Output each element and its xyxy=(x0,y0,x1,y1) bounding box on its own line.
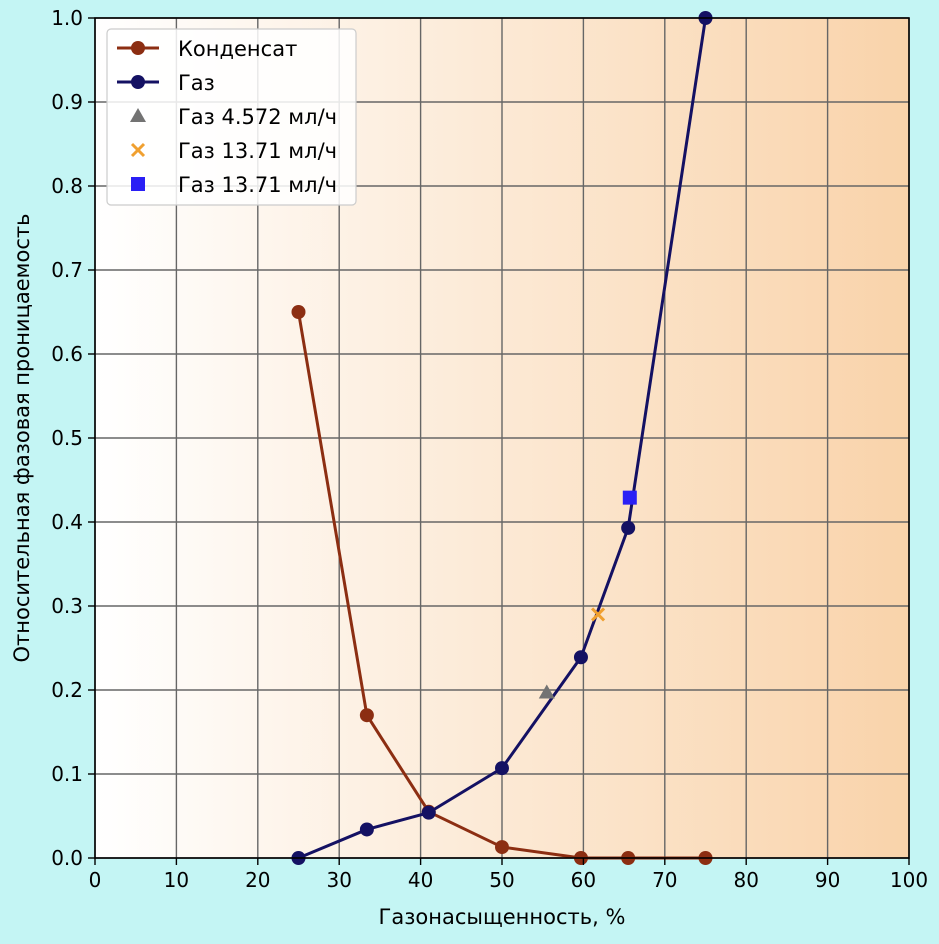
x-tick-label: 60 xyxy=(571,868,596,892)
x-tick-label: 20 xyxy=(245,868,270,892)
data-point xyxy=(495,761,509,776)
y-tick-label: 0.8 xyxy=(51,174,83,198)
data-point xyxy=(359,708,374,723)
series-4 xyxy=(590,607,606,622)
legend-swatch-marker xyxy=(131,75,145,89)
legend-box xyxy=(106,28,357,206)
legend-entry: Газ 13.71 мл/ч xyxy=(130,139,337,163)
y-tick-label: 0.7 xyxy=(51,258,83,282)
data-point xyxy=(573,650,588,665)
y-tick-label: 0.1 xyxy=(51,762,83,786)
series-3 xyxy=(538,684,555,699)
y-tick-label: 0.3 xyxy=(51,594,83,618)
x-tick-label: 40 xyxy=(408,868,433,892)
x-axis-label: Газонасыщенность, % xyxy=(379,905,626,929)
data-point xyxy=(590,607,606,622)
y-tick-label: 1.0 xyxy=(51,6,83,30)
legend-entry: Конденсат xyxy=(117,37,297,61)
data-point xyxy=(421,805,436,820)
legend-entry: Газ 13.71 мл/ч xyxy=(131,173,337,197)
data-point xyxy=(291,305,306,319)
ticks: 0 10 20 30 40 50 60 70 80 90 100 0.0 0.1 0.2 0.3 0.4 0.5… xyxy=(51,6,928,892)
x-tick-label: 70 xyxy=(652,868,677,892)
x-tick-label: 10 xyxy=(164,868,189,892)
x-tick-label: 30 xyxy=(326,868,351,892)
legend-swatch-marker xyxy=(130,108,146,122)
y-tick-label: 0.2 xyxy=(51,678,83,702)
legend-swatch-marker xyxy=(130,142,146,158)
y-tick-label: 0.6 xyxy=(51,342,83,366)
legend-label: Газ 13.71 мл/ч xyxy=(178,173,337,197)
x-tick-label: 90 xyxy=(815,868,840,892)
data-point xyxy=(622,490,637,505)
legend: Конденсат Газ Газ 4.572 мл/ч Газ 13.71 мл/ч… xyxy=(106,28,357,206)
y-tick-label: 0.5 xyxy=(51,426,83,450)
data-point xyxy=(495,840,509,855)
y-tick-label: 0.0 xyxy=(51,846,83,870)
y-axis-label: Относительная фазовая проницаемость xyxy=(10,214,34,663)
y-tick-label: 0.9 xyxy=(51,90,83,114)
legend-swatch-marker xyxy=(131,177,145,191)
x-tick-label: 0 xyxy=(89,868,102,892)
x-tick-label: 50 xyxy=(489,868,514,892)
legend-swatch-marker xyxy=(131,41,145,55)
legend-label: Газ 13.71 мл/ч xyxy=(178,139,337,163)
legend-entry: Газ 4.572 мл/ч xyxy=(130,105,337,129)
data-point xyxy=(538,684,555,699)
legend-entry: Газ xyxy=(117,71,215,95)
x-tick-label: 80 xyxy=(733,868,758,892)
legend-label: Газ xyxy=(178,71,215,95)
legend-label: Конденсат xyxy=(178,37,297,61)
series-5 xyxy=(622,490,637,505)
data-point xyxy=(621,520,636,535)
x-tick-label: 100 xyxy=(890,868,928,892)
y-tick-label: 0.4 xyxy=(51,510,83,534)
legend-label: Газ 4.572 мл/ч xyxy=(178,105,337,129)
data-point xyxy=(359,822,374,837)
